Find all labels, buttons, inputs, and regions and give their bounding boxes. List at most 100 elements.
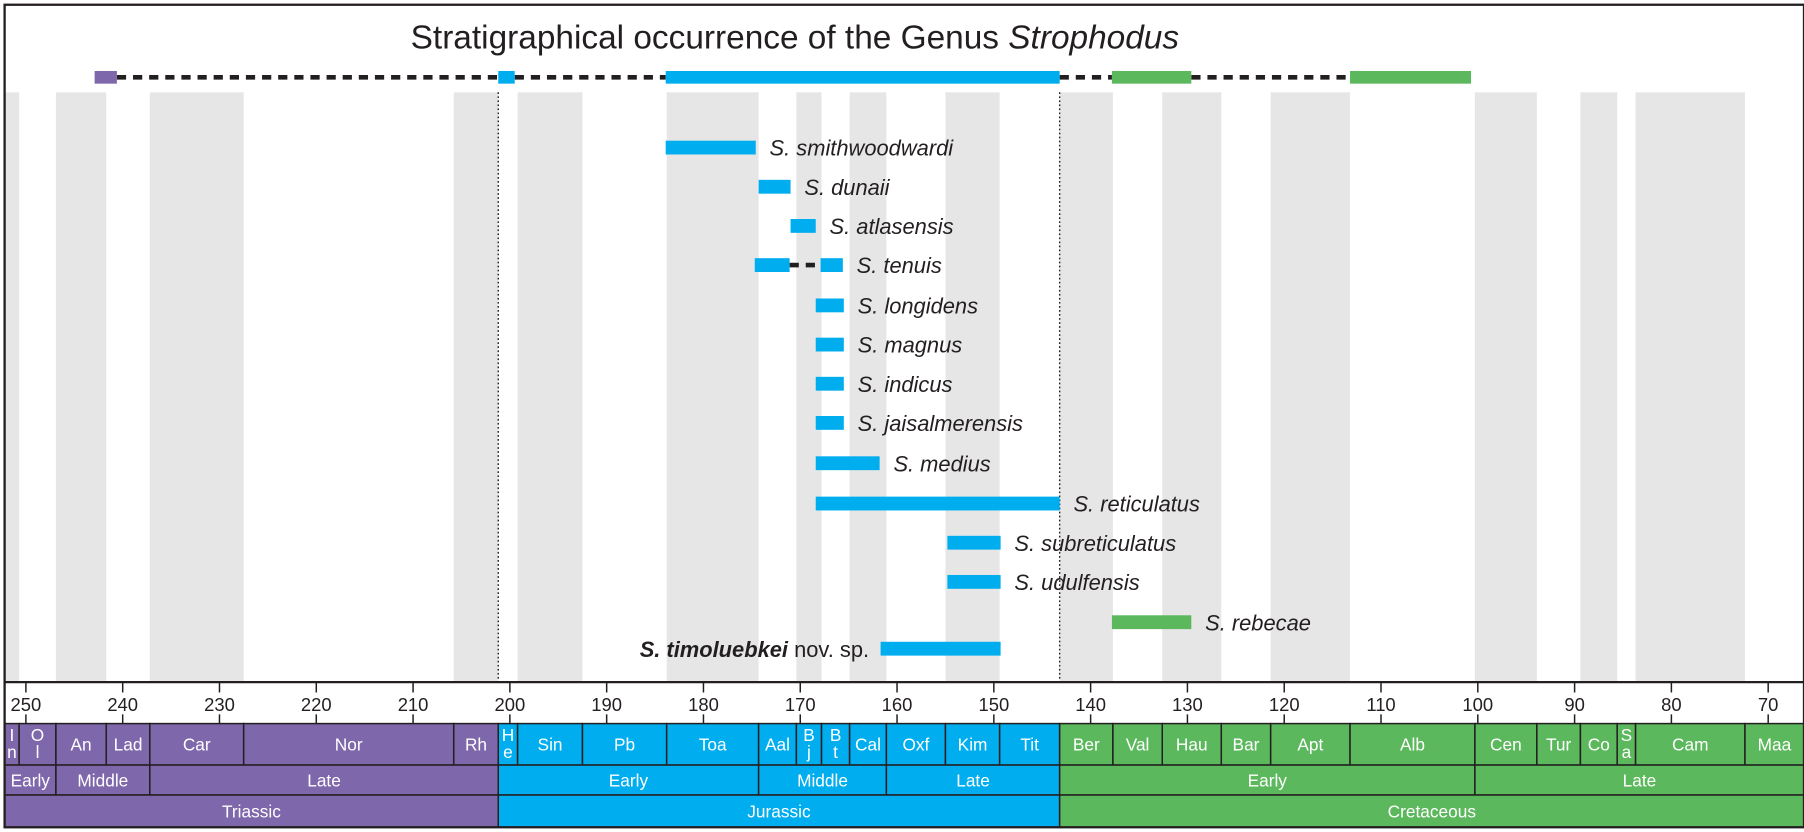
species-range-bar xyxy=(815,416,844,430)
stage-label-char: t xyxy=(833,742,838,762)
stage-cell xyxy=(1536,722,1582,766)
stage-label-char: a xyxy=(1622,742,1632,762)
species-name: S. timoluebkei xyxy=(640,637,789,662)
epoch-label: Middle xyxy=(797,770,848,790)
genus-range-bar xyxy=(665,70,1060,84)
tick-label: 100 xyxy=(1462,694,1493,715)
stage-label-char: O xyxy=(31,725,44,745)
stage-cell xyxy=(1269,722,1351,766)
epoch-label: Late xyxy=(1623,770,1657,790)
genus-range-bar xyxy=(1350,70,1472,84)
species-label: S. udulfensis xyxy=(1014,570,1139,595)
species-range-bar xyxy=(947,535,1001,550)
tick-label: 230 xyxy=(204,694,235,715)
stage-cell xyxy=(944,722,1001,766)
species-label: S. smithwoodwardi xyxy=(770,136,955,161)
species-range-bar xyxy=(815,456,880,471)
stage-label: Rh xyxy=(465,735,487,755)
stage-cell xyxy=(757,722,798,766)
species-label: S. subreticulatus xyxy=(1014,531,1176,556)
tick-label: 160 xyxy=(882,694,913,715)
species-range-bar xyxy=(754,258,790,273)
tick-label: 240 xyxy=(107,694,138,715)
epoch-label: Early xyxy=(11,770,51,790)
epoch-label: Early xyxy=(1248,770,1288,790)
species-label: S. reticulatus xyxy=(1073,492,1200,517)
tick-label: 150 xyxy=(978,694,1009,715)
period-label: Cretaceous xyxy=(1388,801,1477,821)
tick-label: 110 xyxy=(1366,694,1395,715)
stage-band xyxy=(4,92,20,683)
stage-cell xyxy=(820,722,851,766)
species-range-bar xyxy=(815,496,1060,511)
species-range-bar xyxy=(815,337,844,352)
stage-band xyxy=(1270,92,1351,683)
stage-cell xyxy=(1058,722,1114,766)
tick-label: 80 xyxy=(1661,694,1682,715)
title-text: Stratigraphical occurrence of the Genus xyxy=(411,20,1009,57)
stage-label: Oxf xyxy=(902,735,929,755)
tick-label: 190 xyxy=(591,694,622,715)
stage-label: Cam xyxy=(1672,735,1708,755)
stage-label-char: B xyxy=(803,725,815,745)
stage-band xyxy=(849,92,887,683)
stage-label: Co xyxy=(1588,735,1610,755)
species-label: S. atlasensis xyxy=(830,214,954,239)
stage-label: Tit xyxy=(1020,735,1039,755)
stage-cell xyxy=(55,722,107,766)
stage-cell xyxy=(516,722,584,766)
species-label: S. magnus xyxy=(858,333,963,358)
species-label: S. jaisalmerensis xyxy=(858,411,1023,436)
species-range-bar xyxy=(880,641,1001,656)
stage-label-char: I xyxy=(9,725,14,745)
stage-label: Tur xyxy=(1546,735,1572,755)
chart-title: Stratigraphical occurrence of the Genus … xyxy=(411,20,1180,57)
stage-label: Cen xyxy=(1490,735,1522,755)
range-bars: S. smithwoodwardi S. dunaii S. atlasensis S… xyxy=(94,70,1472,662)
stage-label: Nor xyxy=(335,735,363,755)
epoch-cell xyxy=(149,764,500,796)
stage-band xyxy=(1059,92,1113,683)
stage-band xyxy=(666,92,759,683)
species-label: S. indicus xyxy=(858,372,953,397)
stage-label: An xyxy=(71,735,92,755)
tick-label: 130 xyxy=(1172,694,1203,715)
stage-band xyxy=(149,92,244,683)
stage-cell xyxy=(452,722,500,766)
species-label: S. medius xyxy=(893,451,990,476)
species-range-bar xyxy=(947,574,1001,589)
species-range-bar xyxy=(1111,615,1192,630)
stage-band xyxy=(1635,92,1745,683)
stage-label: Val xyxy=(1126,735,1150,755)
stage-label: Pb xyxy=(614,735,635,755)
stage-band xyxy=(945,92,1000,683)
stage-label-char: H xyxy=(502,725,514,745)
epoch-label: Late xyxy=(307,770,341,790)
tick-label: 170 xyxy=(785,694,816,715)
stage-label: Bar xyxy=(1233,735,1260,755)
period-label: Jurassic xyxy=(747,801,811,821)
stage-label-char: e xyxy=(503,742,513,762)
tick-label: 220 xyxy=(301,694,332,715)
species-range-bar xyxy=(815,376,844,391)
genus-range-bar xyxy=(1111,70,1192,84)
stage-band xyxy=(55,92,107,683)
tick-label: 90 xyxy=(1564,694,1585,715)
species-label: S. longidens xyxy=(858,293,978,318)
stage-label: Maa xyxy=(1758,735,1792,755)
tick-label: 250 xyxy=(11,694,42,715)
tick-label: 70 xyxy=(1758,694,1779,715)
epoch-label: Middle xyxy=(77,770,128,790)
genus-range-bar xyxy=(94,70,117,84)
stage-label-char: B xyxy=(830,725,842,745)
epoch-cell xyxy=(757,764,888,796)
x-axis: 250 240 230 220 210 200 190 180 170 160 150 140 130 1… xyxy=(4,680,1804,724)
species-range-bar xyxy=(758,179,791,194)
species-range-bar xyxy=(820,258,843,273)
tick-label: 120 xyxy=(1269,694,1300,715)
title-genus: Strophodus xyxy=(1008,20,1179,57)
stage-band xyxy=(1162,92,1222,683)
